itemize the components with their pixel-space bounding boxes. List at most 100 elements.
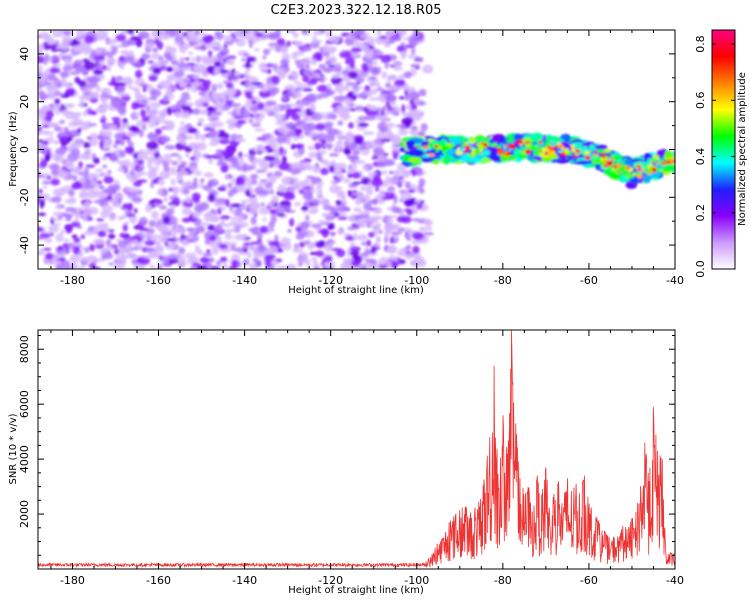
- heatmap-cell: [135, 179, 148, 183]
- heatmap-cell: [302, 87, 313, 92]
- heatmap-cell: [67, 152, 79, 162]
- heatmap-cell: [148, 75, 158, 82]
- heatmap-cell: [121, 40, 130, 48]
- heatmap-cell: [326, 83, 332, 90]
- heatmap-cell: [479, 147, 484, 152]
- heatmap-cell: [133, 208, 138, 214]
- heatmap-cell: [389, 86, 401, 91]
- heatmap-cell: [163, 153, 172, 161]
- heatmap-cell: [376, 88, 386, 92]
- heatmap-cell: [209, 235, 216, 242]
- heatmap-cell: [110, 58, 116, 64]
- heatmap-cell: [188, 51, 193, 56]
- heatmap-cell: [233, 71, 241, 77]
- heatmap-cell: [290, 143, 297, 150]
- heatmap-cell: [271, 75, 280, 85]
- heatmap-cell: [401, 52, 406, 60]
- heatmap-cell: [261, 30, 267, 35]
- heatmap-cell: [40, 75, 46, 84]
- heatmap-cell: [61, 259, 71, 268]
- heatmap-cell: [664, 160, 672, 165]
- heatmap-cell: [75, 30, 87, 37]
- heatmap-cell: [38, 90, 46, 100]
- heatmap-cell: [536, 150, 540, 155]
- heatmap-cell: [248, 202, 260, 211]
- snr-y-tick-label: 2000: [18, 500, 31, 528]
- heatmap-cell: [210, 265, 221, 269]
- heatmap-cell: [118, 150, 126, 158]
- heatmap-cell: [39, 199, 45, 208]
- heatmap-cell: [303, 47, 312, 52]
- heatmap-cell: [48, 83, 57, 89]
- heatmap-cell: [193, 148, 200, 158]
- heatmap-cell: [38, 43, 44, 52]
- heatmap-cell: [106, 38, 119, 44]
- heatmap-cell: [128, 175, 137, 183]
- heatmap-cell: [54, 147, 67, 156]
- heatmap-cell: [265, 100, 277, 106]
- heatmap-cell: [64, 198, 77, 204]
- heatmap-cell: [219, 244, 228, 250]
- heatmap-cell: [367, 207, 378, 211]
- heatmap-cell: [52, 211, 64, 217]
- heatmap-cell: [262, 55, 267, 60]
- heatmap-cell: [230, 216, 238, 221]
- heatmap-cell: [224, 198, 230, 208]
- heatmap-cell: [55, 233, 64, 243]
- heatmap-cell: [401, 104, 406, 114]
- heatmap-cell: [152, 67, 162, 75]
- heatmap-cell: [254, 47, 260, 52]
- heatmap-cell: [293, 80, 301, 85]
- heatmap-cell: [43, 185, 48, 189]
- heatmap-cell: [403, 198, 415, 207]
- heatmap-cell: [413, 166, 420, 171]
- heatmap-cell: [328, 231, 337, 236]
- heatmap-cell: [101, 147, 111, 152]
- heatmap-cell: [52, 34, 64, 38]
- heatmap-cell: [341, 85, 351, 92]
- heatmap-cell: [406, 244, 412, 250]
- heatmap-cell: [201, 70, 209, 78]
- heatmap-cell: [49, 67, 60, 74]
- heatmap-cell: [38, 65, 43, 72]
- snr-y-tick-label: 8000: [18, 335, 31, 363]
- heatmap-cell: [300, 162, 312, 169]
- heatmap-cell: [617, 167, 626, 172]
- heatmap-cell: [311, 135, 322, 141]
- heatmap-cell: [325, 89, 336, 96]
- heatmap-cell: [366, 239, 372, 247]
- heatmap-cell: [227, 189, 234, 198]
- heatmap-cell: [181, 92, 190, 98]
- heatmap-cell: [235, 137, 243, 142]
- heatmap-cell: [300, 221, 310, 230]
- heatmap-noise-layer: [38, 30, 435, 269]
- colorbar-frame: [711, 29, 736, 270]
- heatmap-cell: [179, 140, 187, 145]
- heatmap-cell: [184, 252, 197, 259]
- heatmap-cell: [266, 172, 273, 177]
- heatmap-cell: [399, 30, 404, 39]
- heatmap-cell: [165, 52, 172, 60]
- heatmap-cell: [356, 194, 368, 200]
- heatmap-cell: [306, 122, 317, 131]
- heatmap-cell: [116, 194, 123, 198]
- heatmap-cell: [48, 224, 60, 233]
- heatmap-cell: [164, 123, 175, 131]
- heatmap-cell: [482, 142, 488, 148]
- heatmap-cell: [508, 143, 516, 150]
- heatmap-cell: [151, 52, 161, 60]
- heatmap-cell: [83, 212, 88, 222]
- heatmap-cell: [355, 30, 366, 36]
- heatmap-cell: [161, 188, 169, 197]
- heatmap-cell: [570, 144, 575, 148]
- heatmap-cell: [100, 210, 110, 219]
- heatmap-cell: [267, 42, 279, 47]
- heatmap-cell: [259, 225, 269, 234]
- heatmap-cell: [353, 207, 362, 213]
- snr-x-tick-label: -80: [494, 574, 512, 587]
- heatmap-cell: [93, 70, 104, 75]
- heatmap-cell: [352, 181, 362, 185]
- heatmap-cell: [255, 169, 265, 173]
- heatmap-cell: [119, 232, 126, 239]
- heatmap-cell: [195, 40, 206, 45]
